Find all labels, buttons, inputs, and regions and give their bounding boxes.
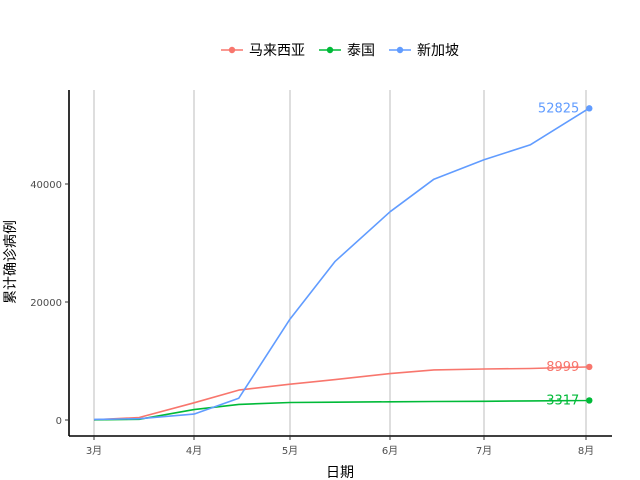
legend-item-0: 马来西亚 xyxy=(221,43,305,59)
series-line-1 xyxy=(93,399,590,421)
y-axis-title: 累计确诊病例 xyxy=(3,220,19,304)
y-tick-label: 40000 xyxy=(30,180,62,191)
end-label-0: 8999 xyxy=(546,360,579,375)
x-tick-label: 7月 xyxy=(476,445,492,457)
grid-lines xyxy=(93,90,587,436)
legend-label: 马来西亚 xyxy=(249,43,305,59)
end-label-1: 3317 xyxy=(546,393,579,408)
series-line-0 xyxy=(93,366,590,421)
legend-key-marker xyxy=(228,46,236,54)
x-tick-label: 4月 xyxy=(186,445,202,457)
series-layer xyxy=(93,105,593,421)
legend-key-marker xyxy=(396,46,404,54)
legend-key-marker xyxy=(326,46,334,54)
x-axis-title: 日期 xyxy=(326,465,354,480)
y-tick-label: 0 xyxy=(56,416,62,427)
x-tick-label: 3月 xyxy=(86,445,102,457)
axes: 3月 4月 5月 6月 7月 8月 0 20000 40000 xyxy=(30,90,612,457)
series-line-2 xyxy=(93,107,590,421)
end-labels: 8999 3317 52825 xyxy=(538,101,579,408)
series-endpoint-2 xyxy=(586,105,593,112)
x-tick-label: 5月 xyxy=(282,445,298,457)
legend: 马来西亚 泰国 新加坡 xyxy=(221,43,459,59)
legend-label: 新加坡 xyxy=(417,43,459,59)
y-tick-label: 20000 xyxy=(30,298,62,309)
series-endpoint-0 xyxy=(586,363,593,371)
series-endpoint-1 xyxy=(586,397,593,404)
x-tick-label: 8月 xyxy=(578,445,594,457)
legend-item-1: 泰国 xyxy=(319,43,375,59)
legend-label: 泰国 xyxy=(347,43,375,59)
end-label-2: 52825 xyxy=(538,101,579,116)
legend-item-2: 新加坡 xyxy=(389,43,459,59)
x-tick-label: 6月 xyxy=(382,445,398,457)
